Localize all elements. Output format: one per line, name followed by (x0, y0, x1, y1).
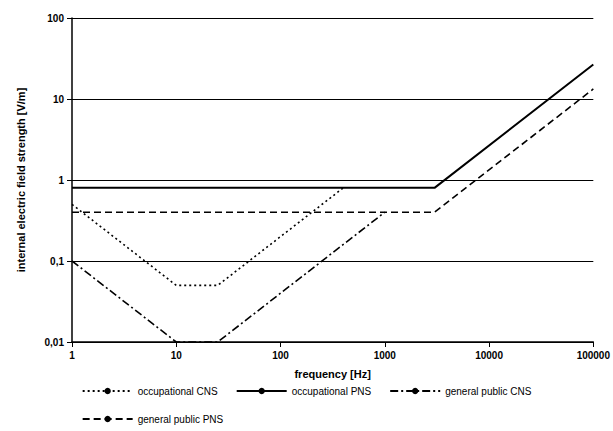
svg-text:10000: 10000 (475, 350, 503, 361)
svg-text:0,1: 0,1 (50, 256, 64, 267)
svg-text:0,01: 0,01 (45, 337, 65, 348)
svg-text:occupational CNS: occupational CNS (138, 386, 218, 397)
svg-text:general public CNS: general public CNS (445, 386, 531, 397)
svg-text:occupational PNS: occupational PNS (292, 386, 372, 397)
svg-text:100: 100 (272, 350, 289, 361)
svg-text:general public PNS: general public PNS (138, 414, 224, 425)
svg-text:1: 1 (69, 350, 75, 361)
svg-text:1000: 1000 (374, 350, 397, 361)
svg-text:10: 10 (171, 350, 183, 361)
svg-text:frequency [Hz]: frequency [Hz] (294, 368, 371, 380)
svg-text:10: 10 (53, 94, 65, 105)
svg-text:internal electric field streng: internal electric field strength [V/m] (15, 87, 27, 272)
svg-text:1: 1 (58, 175, 64, 186)
svg-text:100: 100 (47, 13, 64, 24)
svg-text:100000: 100000 (577, 350, 611, 361)
